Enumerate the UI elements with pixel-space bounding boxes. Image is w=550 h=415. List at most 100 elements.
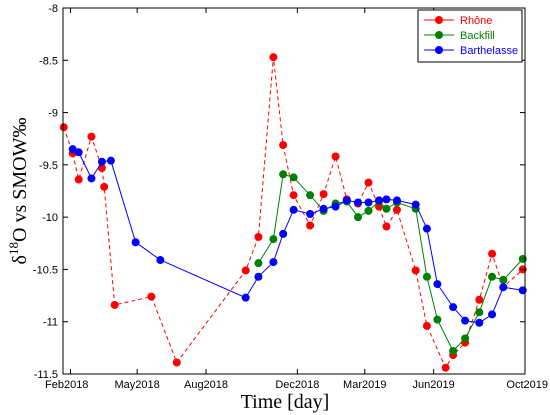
data-point-barthelasse	[269, 258, 278, 267]
legend-label-barthelasse: Barthelasse	[460, 45, 518, 57]
data-point-barthelasse	[331, 202, 340, 211]
data-point-barthelasse	[411, 200, 420, 209]
data-point-backfill	[518, 254, 527, 263]
data-point-barthelasse	[74, 148, 83, 157]
data-point-barthelasse	[68, 145, 77, 154]
series-line-backfill	[257, 173, 524, 352]
data-point-backfill	[289, 173, 298, 182]
x-tick-label: Dec2018	[275, 379, 319, 391]
legend: Rhône Backfill Barthelasse	[417, 9, 523, 63]
data-point-backfill	[475, 308, 484, 317]
data-point-backfill	[422, 272, 431, 281]
data-point-backfill	[488, 272, 497, 281]
data-point-rhone	[74, 175, 83, 184]
data-point-backfill	[449, 346, 458, 355]
data-point-barthelasse	[87, 174, 96, 183]
data-point-barthelasse	[461, 316, 470, 325]
legend-label-rhone: Rhône	[460, 15, 492, 27]
data-point-rhone	[392, 205, 401, 214]
legend-marker-backfill	[435, 31, 443, 39]
data-point-rhone	[411, 266, 420, 275]
y-tick-label: -10.5	[33, 264, 58, 276]
data-point-barthelasse	[392, 196, 401, 205]
x-axis-title: Time [day]	[241, 391, 330, 413]
data-point-barthelasse	[449, 303, 458, 312]
data-point-rhone	[306, 221, 315, 230]
data-point-rhone	[172, 358, 181, 367]
data-point-backfill	[254, 259, 263, 268]
data-point-barthelasse	[106, 156, 115, 165]
data-point-barthelasse	[364, 198, 373, 207]
data-point-barthelasse	[433, 280, 442, 289]
data-point-barthelasse	[131, 238, 140, 247]
series-barthelasse	[68, 145, 527, 327]
y-axis-title-delta: δ	[9, 255, 31, 264]
x-tick-label: Feb2018	[45, 379, 88, 391]
data-point-barthelasse	[488, 310, 497, 319]
data-point-backfill	[499, 275, 508, 284]
data-point-rhone	[331, 152, 340, 161]
data-point-barthelasse	[374, 196, 383, 205]
data-point-backfill	[382, 204, 391, 213]
data-point-barthelasse	[279, 229, 288, 238]
y-tick-label: -9	[48, 108, 58, 120]
data-point-rhone	[422, 321, 431, 330]
y-tick-label: -8	[48, 3, 58, 15]
data-point-backfill	[269, 235, 278, 244]
y-axis-title-superscript: 18	[6, 242, 21, 255]
data-point-backfill	[354, 213, 363, 222]
data-point-barthelasse	[342, 196, 351, 205]
y-tick-label: -10	[42, 212, 58, 224]
legend-marker-barthelasse	[435, 46, 443, 54]
y-tick-label: -9.5	[39, 160, 58, 172]
x-tick-label: Aug2018	[184, 379, 228, 391]
y-axis-title-rest: O vs SMOW‰	[9, 118, 31, 242]
data-point-rhone	[279, 140, 288, 149]
data-point-backfill	[306, 191, 315, 200]
x-tick-label: May2018	[114, 379, 159, 391]
x-tick-label: Mar2019	[343, 379, 386, 391]
data-point-barthelasse	[382, 195, 391, 204]
data-point-backfill	[433, 315, 442, 324]
y-tick-label: -8.5	[39, 55, 58, 67]
data-point-rhone	[475, 295, 484, 304]
data-point-barthelasse	[518, 286, 527, 295]
y-tick-label: -11	[43, 317, 58, 329]
data-point-rhone	[110, 300, 119, 309]
y-axis-title: δ18O vs SMOW‰	[6, 118, 31, 265]
data-point-rhone	[441, 363, 450, 372]
legend-label-backfill: Backfill	[460, 30, 495, 42]
legend-marker-rhone	[435, 16, 443, 24]
data-point-rhone	[488, 249, 497, 258]
data-point-rhone	[59, 123, 68, 132]
series-layer	[59, 53, 527, 372]
data-point-barthelasse	[499, 283, 508, 292]
plot-frame	[62, 7, 526, 375]
data-point-barthelasse	[156, 256, 165, 265]
data-point-rhone	[254, 233, 263, 242]
data-point-rhone	[241, 266, 250, 275]
data-point-barthelasse	[97, 157, 106, 166]
y-tick-label: -11.5	[34, 369, 58, 381]
data-point-barthelasse	[422, 224, 431, 233]
data-point-barthelasse	[241, 293, 250, 302]
data-point-rhone	[100, 182, 109, 191]
data-point-backfill	[461, 334, 470, 343]
data-point-rhone	[364, 178, 373, 187]
data-point-barthelasse	[254, 272, 263, 281]
data-point-barthelasse	[354, 198, 363, 207]
data-point-barthelasse	[475, 318, 484, 327]
data-point-rhone	[382, 222, 391, 231]
data-point-rhone	[269, 53, 278, 62]
data-point-barthelasse	[306, 210, 315, 219]
data-point-rhone	[97, 163, 106, 172]
data-point-backfill	[364, 206, 373, 215]
data-point-rhone	[319, 190, 328, 199]
x-tick-label: Oct2019	[506, 379, 548, 391]
data-point-barthelasse	[289, 205, 298, 214]
data-point-barthelasse	[319, 204, 328, 213]
data-point-backfill	[279, 170, 288, 179]
